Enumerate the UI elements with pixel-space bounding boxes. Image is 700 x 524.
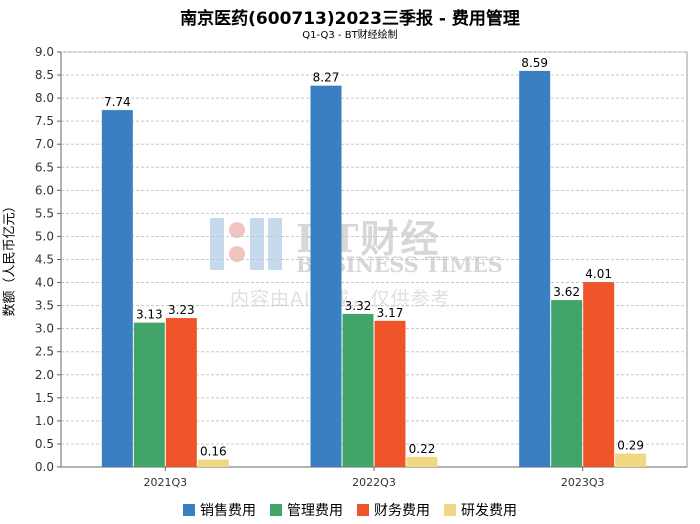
data-label: 8.59 <box>521 56 548 70</box>
bar <box>197 459 229 467</box>
y-tick-label: 2.0 <box>35 368 54 382</box>
y-tick-label: 0.0 <box>35 460 54 474</box>
x-tick-label: 2023Q3 <box>561 476 605 489</box>
bar <box>342 313 374 467</box>
legend-swatch <box>357 504 369 516</box>
bar <box>101 110 133 467</box>
bar <box>551 300 583 467</box>
bar <box>615 453 647 467</box>
data-label: 0.16 <box>200 445 227 459</box>
data-label: 7.74 <box>104 95 131 109</box>
y-tick-label: 8.5 <box>35 68 54 82</box>
y-tick-label: 3.5 <box>35 299 54 313</box>
y-tick-label: 4.0 <box>35 276 54 290</box>
data-label: 0.29 <box>617 439 644 453</box>
bar <box>583 282 615 467</box>
legend-label: 研发费用 <box>461 503 517 519</box>
data-label: 3.17 <box>377 306 404 320</box>
bar <box>133 322 165 467</box>
bar <box>406 456 438 467</box>
y-tick-label: 4.5 <box>35 253 54 267</box>
y-tick-label: 5.0 <box>35 229 54 243</box>
legend-item: 研发费用 <box>444 500 517 520</box>
legend-swatch <box>270 504 282 516</box>
y-tick-label: 9.0 <box>35 45 54 59</box>
legend-swatch <box>444 504 456 516</box>
bar <box>519 70 551 468</box>
data-label: 0.22 <box>409 442 436 456</box>
legend-label: 销售费用 <box>200 503 256 519</box>
legend-item: 销售费用 <box>183 500 256 520</box>
y-tick-label: 0.5 <box>35 437 54 451</box>
y-tick-label: 1.0 <box>35 414 54 428</box>
x-tick-label: 2022Q3 <box>352 476 396 489</box>
y-tick-label: 5.5 <box>35 206 54 220</box>
data-label: 4.01 <box>585 267 612 281</box>
y-tick-label: 7.0 <box>35 137 54 151</box>
legend: 销售费用 管理费用 财务费用 研发费用 <box>0 500 700 520</box>
y-tick-label: 3.0 <box>35 322 54 336</box>
x-tick-label: 2021Q3 <box>144 476 188 489</box>
chart-subtitle: Q1-Q3 - BT财经绘制 <box>302 30 398 41</box>
data-label: 3.32 <box>345 299 372 313</box>
bar <box>374 320 406 467</box>
y-tick-label: 8.0 <box>35 91 54 105</box>
data-label: 8.27 <box>313 71 340 85</box>
chart-title: 南京医药(600713)2023三季报 - 费用管理 <box>180 9 520 29</box>
legend-label: 财务费用 <box>374 503 430 519</box>
y-tick-label: 6.5 <box>35 160 54 174</box>
data-label: 3.23 <box>168 303 195 317</box>
y-tick-label: 6.0 <box>35 183 54 197</box>
y-tick-label: 1.5 <box>35 391 54 405</box>
bar-chart: 0.0 0.5 1.0 1.5 2.0 2.5 3.0 3.5 4.0 4.5 5.0 5.5 6.0 6… <box>35 45 688 489</box>
bar <box>310 85 342 468</box>
data-label: 3.13 <box>136 308 163 322</box>
bar <box>165 318 197 467</box>
legend-item: 财务费用 <box>357 500 430 520</box>
legend-swatch <box>183 504 195 516</box>
legend-item: 管理费用 <box>270 500 343 520</box>
y-tick-label: 7.5 <box>35 114 54 128</box>
legend-label: 管理费用 <box>287 503 343 519</box>
data-label: 3.62 <box>553 285 580 299</box>
y-tick-label: 2.5 <box>35 345 54 359</box>
